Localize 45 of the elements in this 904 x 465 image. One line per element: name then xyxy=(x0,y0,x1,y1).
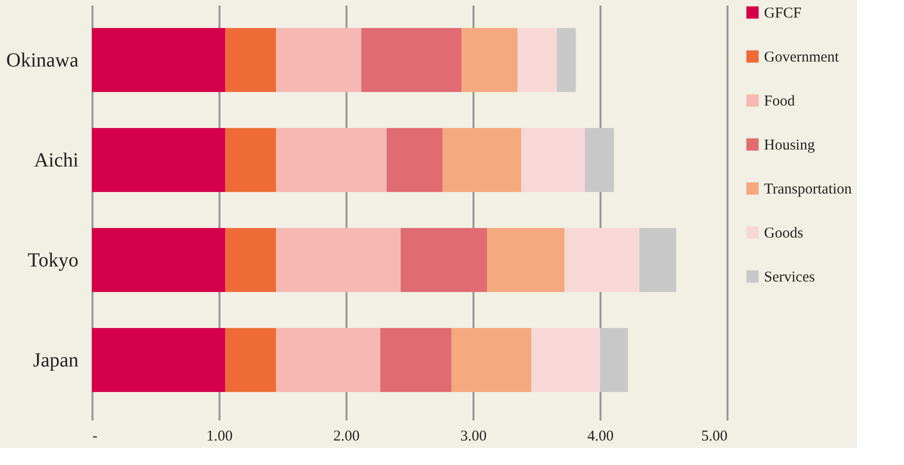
y-tick-label: Okinawa xyxy=(6,50,79,72)
x-tick-label: 1.00 xyxy=(206,428,233,444)
x-tick-label: 2.00 xyxy=(333,428,360,444)
y-tick-label: Japan xyxy=(32,350,78,372)
y-tick-label: Aichi xyxy=(34,150,79,172)
bar xyxy=(531,328,600,392)
bar xyxy=(92,228,226,292)
bar xyxy=(639,228,676,292)
bar xyxy=(225,328,276,392)
bar xyxy=(276,328,380,392)
bar xyxy=(380,328,452,392)
legend-label: Housing xyxy=(764,138,816,154)
legend-label: GFCF xyxy=(764,6,802,22)
bar xyxy=(276,28,362,92)
bar xyxy=(451,328,532,392)
legend-label: Government xyxy=(764,50,840,66)
bar xyxy=(361,28,462,92)
bar xyxy=(225,28,276,92)
bar xyxy=(276,228,401,292)
bar xyxy=(276,128,387,192)
legend-label: Transportation xyxy=(764,182,852,198)
bar xyxy=(564,228,640,292)
legend-label: Goods xyxy=(764,226,804,242)
bar xyxy=(400,228,487,292)
bar xyxy=(225,128,276,192)
bar xyxy=(462,28,518,92)
bar xyxy=(556,28,576,92)
x-tick-label: 3.00 xyxy=(460,428,487,444)
bar xyxy=(92,128,226,192)
bar xyxy=(486,228,564,292)
bar xyxy=(584,128,614,192)
legend-label: Food xyxy=(764,94,796,110)
bar xyxy=(225,228,276,292)
x-tick-label: - xyxy=(92,428,98,444)
x-tick-label: 5.00 xyxy=(701,428,728,444)
y-tick-label: Tokyo xyxy=(28,250,78,272)
bar xyxy=(521,128,585,192)
bar xyxy=(92,328,226,392)
bar xyxy=(92,28,226,92)
bar xyxy=(442,128,522,192)
legend-label: Services xyxy=(764,270,815,286)
x-tick-label: 4.00 xyxy=(587,428,614,444)
bar xyxy=(386,128,443,192)
bar xyxy=(600,328,628,392)
bar xyxy=(517,28,557,92)
